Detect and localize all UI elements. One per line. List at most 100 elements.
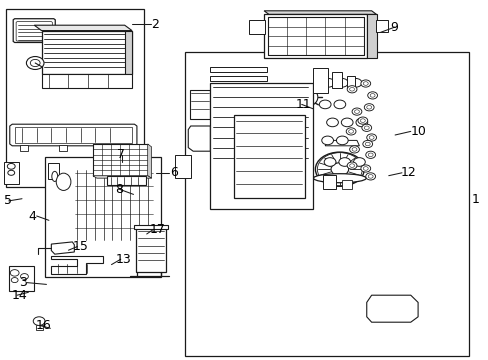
Bar	[331, 72, 342, 88]
Text: 4: 4	[28, 210, 36, 222]
Polygon shape	[13, 19, 55, 42]
Text: 12: 12	[400, 166, 416, 179]
Bar	[184, 52, 468, 356]
Polygon shape	[51, 242, 74, 254]
Circle shape	[319, 100, 330, 109]
Polygon shape	[292, 119, 302, 128]
Text: 16: 16	[36, 319, 51, 332]
Circle shape	[326, 118, 338, 127]
Circle shape	[360, 165, 370, 172]
Text: 10: 10	[410, 125, 426, 138]
Bar	[134, 225, 167, 229]
Circle shape	[324, 158, 335, 166]
Polygon shape	[293, 110, 303, 120]
Bar	[9, 266, 34, 291]
Text: 1: 1	[471, 193, 479, 206]
Circle shape	[346, 162, 356, 169]
Polygon shape	[34, 25, 132, 31]
Polygon shape	[51, 256, 102, 274]
Circle shape	[20, 274, 28, 279]
Bar	[106, 176, 145, 185]
Text: 7: 7	[117, 148, 125, 161]
Bar	[210, 67, 266, 72]
Circle shape	[366, 134, 376, 141]
Circle shape	[11, 278, 18, 283]
Circle shape	[346, 86, 356, 93]
Bar	[93, 144, 147, 176]
Bar	[98, 145, 106, 151]
Circle shape	[361, 124, 371, 131]
Bar	[127, 145, 136, 151]
Circle shape	[365, 151, 375, 158]
Circle shape	[338, 158, 350, 166]
Polygon shape	[124, 31, 132, 74]
FancyBboxPatch shape	[68, 166, 158, 245]
Polygon shape	[147, 144, 151, 178]
Circle shape	[336, 78, 347, 87]
Text: 5: 5	[4, 194, 12, 207]
Bar	[175, 155, 190, 178]
Circle shape	[333, 100, 345, 109]
Text: 15: 15	[72, 240, 88, 253]
Circle shape	[351, 108, 361, 115]
Circle shape	[349, 78, 361, 87]
Bar	[41, 74, 132, 88]
Circle shape	[365, 173, 375, 180]
Bar	[264, 14, 366, 58]
Ellipse shape	[313, 174, 366, 183]
Ellipse shape	[56, 173, 71, 190]
Circle shape	[33, 317, 45, 325]
Bar	[249, 20, 264, 34]
Text: 9: 9	[389, 21, 397, 33]
Text: 14: 14	[11, 289, 27, 302]
Bar	[267, 17, 363, 55]
Circle shape	[346, 128, 355, 135]
Bar	[48, 163, 59, 179]
Text: 6: 6	[170, 166, 178, 179]
Circle shape	[367, 92, 377, 99]
Text: 13: 13	[115, 253, 131, 266]
Bar	[20, 145, 28, 151]
Polygon shape	[325, 140, 359, 146]
Bar	[233, 115, 304, 198]
Bar	[346, 76, 354, 88]
Bar	[41, 31, 132, 74]
Bar	[6, 9, 144, 187]
Circle shape	[26, 57, 44, 69]
Bar	[322, 175, 336, 189]
Text: 3: 3	[20, 276, 27, 289]
Bar	[210, 76, 266, 81]
Circle shape	[7, 163, 15, 169]
Polygon shape	[10, 124, 137, 146]
Polygon shape	[366, 295, 417, 322]
Text: 11: 11	[295, 98, 311, 111]
Bar	[15, 127, 132, 143]
Circle shape	[8, 170, 15, 175]
Circle shape	[336, 136, 347, 145]
Text: 2: 2	[151, 18, 159, 31]
Bar	[210, 85, 266, 90]
Circle shape	[330, 163, 348, 176]
Circle shape	[357, 117, 367, 124]
Ellipse shape	[52, 171, 58, 181]
Polygon shape	[264, 11, 376, 14]
Circle shape	[321, 136, 333, 145]
Bar	[59, 145, 67, 151]
Polygon shape	[93, 176, 151, 178]
Circle shape	[341, 118, 352, 127]
Polygon shape	[188, 126, 210, 151]
Polygon shape	[366, 14, 376, 58]
Bar	[4, 162, 19, 184]
Circle shape	[349, 146, 359, 153]
Ellipse shape	[315, 152, 364, 186]
Bar	[312, 68, 327, 93]
Text: 8: 8	[115, 183, 122, 195]
Text: 17: 17	[149, 223, 165, 236]
Bar	[375, 20, 387, 32]
Bar	[36, 325, 43, 330]
Bar	[189, 90, 210, 119]
Bar	[45, 157, 161, 277]
Circle shape	[362, 140, 372, 148]
Bar	[342, 180, 351, 189]
Bar	[136, 227, 166, 272]
